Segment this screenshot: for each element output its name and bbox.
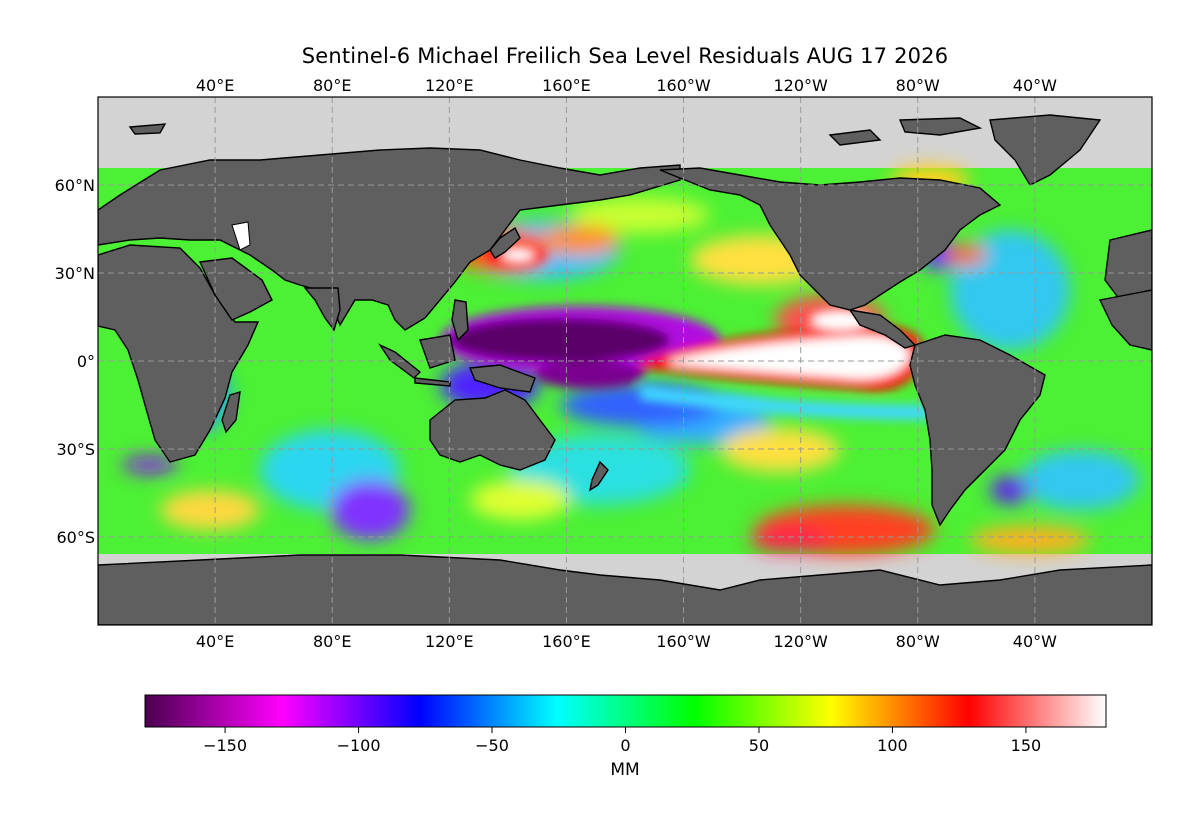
africa-west-edge [1098, 289, 1152, 351]
anomaly-blob [122, 457, 178, 473]
longitude-label-bottom: 80°E [313, 632, 351, 651]
colorbar-tick-label: −50 [475, 736, 509, 755]
longitude-label-bottom: 80°W [896, 632, 940, 651]
longitude-label-top: 80°W [896, 76, 940, 95]
anomaly-blob [970, 526, 1090, 554]
central-america [848, 309, 917, 349]
new-guinea [468, 364, 536, 393]
colorbar-tick-label: −100 [337, 736, 381, 755]
antarctica [98, 554, 1152, 625]
colorbar-tick-label: −150 [203, 736, 247, 755]
borneo [419, 334, 456, 369]
anomaly-blob [470, 480, 570, 520]
equatorial-cyan-belt [640, 385, 930, 420]
arctic-islands [828, 129, 882, 146]
anomaly-blob [160, 490, 260, 530]
map-frame [97, 96, 1153, 626]
longitude-label-top: 120°W [773, 76, 828, 95]
longitude-label-top: 80°E [313, 76, 351, 95]
latitude-label: 30°S [56, 440, 95, 459]
longitude-label-bottom: 40°E [196, 632, 234, 651]
colorbar-label: MM [610, 760, 639, 780]
eurasia [98, 147, 681, 331]
longitude-label-top: 160°E [542, 76, 591, 95]
western-pacific-negative [535, 361, 645, 389]
india [303, 287, 341, 332]
caspian-sea [231, 221, 251, 251]
longitude-label-top: 160°W [656, 76, 711, 95]
arctic-islands [898, 117, 983, 136]
colorbar-tick-label: 0 [620, 736, 630, 755]
map-title: Sentinel-6 Michael Freilich Sea Level Re… [301, 44, 949, 68]
colorbar-ticks: −150 −100 −50 0 50 100 150 [203, 727, 1041, 755]
colorbar-tick-label: 100 [877, 736, 908, 755]
latitude-label: 0° [77, 352, 95, 371]
anomaly-blob [990, 476, 1030, 504]
colorbar-tick-label: 150 [1011, 736, 1042, 755]
eastern-pacific-positive [670, 335, 910, 380]
longitude-label-bottom: 40°W [1013, 632, 1057, 651]
anomaly-blob [750, 528, 830, 552]
enso-features [440, 243, 930, 420]
anomaly-blob [1020, 450, 1140, 510]
kuroshio-positive [502, 249, 534, 261]
latitude-label: 60°N [55, 176, 95, 195]
longitude-label-bottom: 120°W [773, 632, 828, 651]
latitude-label: 30°N [55, 264, 95, 283]
svalbard [128, 123, 167, 135]
madagascar [221, 391, 241, 434]
longitude-label-top: 40°E [196, 76, 234, 95]
north-america [659, 167, 1002, 311]
longitude-label-bottom: 120°E [425, 632, 474, 651]
anomaly-blob [540, 225, 620, 255]
colorbar-tick-label: 50 [749, 736, 769, 755]
longitude-label-top: 120°E [425, 76, 474, 95]
greenland [989, 114, 1102, 186]
western-pacific-negative [450, 318, 670, 362]
anomaly-blob [943, 245, 987, 265]
axis-labels: 40°E 40°E 80°E 80°E 120°E 120°E 160°E 160°E 160°… [55, 76, 1057, 651]
longitude-label-bottom: 160°W [656, 632, 711, 651]
australia [429, 389, 556, 471]
java [414, 377, 451, 387]
anomaly-blob [570, 197, 710, 233]
philippines [451, 299, 469, 342]
land-masses [98, 114, 1152, 625]
japan [489, 226, 521, 259]
anomaly-blob [330, 480, 410, 540]
longitude-label-bottom: 160°E [542, 632, 591, 651]
longitude-label-top: 40°W [1013, 76, 1057, 95]
anomaly-blob [720, 428, 840, 472]
new-zealand [588, 460, 609, 492]
south-america [909, 334, 1046, 527]
gridlines [98, 97, 1152, 625]
colorbar-gradient [144, 694, 1107, 728]
latitude-label: 60°S [56, 528, 95, 547]
